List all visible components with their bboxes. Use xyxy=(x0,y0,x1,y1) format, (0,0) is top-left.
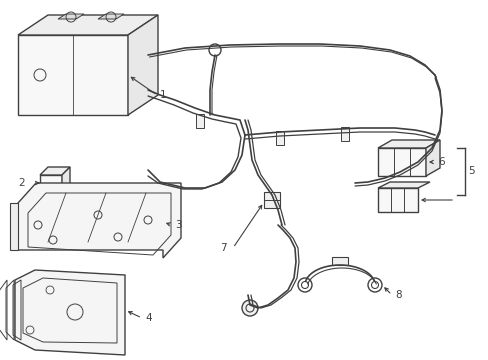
Text: 5: 5 xyxy=(467,166,474,176)
Polygon shape xyxy=(15,270,125,355)
Circle shape xyxy=(297,278,311,292)
Polygon shape xyxy=(18,15,158,35)
Text: 3: 3 xyxy=(175,220,181,230)
Polygon shape xyxy=(377,148,425,176)
Polygon shape xyxy=(40,175,62,191)
Polygon shape xyxy=(196,114,203,128)
Polygon shape xyxy=(40,167,70,175)
Polygon shape xyxy=(264,192,280,208)
Text: 7: 7 xyxy=(220,243,226,253)
Text: 1: 1 xyxy=(160,90,166,100)
Polygon shape xyxy=(62,167,70,191)
Polygon shape xyxy=(377,188,417,212)
Text: 2: 2 xyxy=(18,178,24,188)
Polygon shape xyxy=(128,15,158,115)
Polygon shape xyxy=(275,131,284,145)
Circle shape xyxy=(367,278,381,292)
Text: 6: 6 xyxy=(437,157,444,167)
Polygon shape xyxy=(377,140,439,148)
Polygon shape xyxy=(10,203,18,250)
Polygon shape xyxy=(98,14,124,19)
Text: 4: 4 xyxy=(145,313,151,323)
Polygon shape xyxy=(331,257,347,265)
Polygon shape xyxy=(58,14,84,19)
Polygon shape xyxy=(18,183,181,258)
Circle shape xyxy=(242,300,258,316)
Text: 8: 8 xyxy=(394,290,401,300)
Polygon shape xyxy=(340,127,348,141)
Polygon shape xyxy=(377,182,429,188)
Polygon shape xyxy=(425,140,439,176)
Polygon shape xyxy=(18,35,128,115)
